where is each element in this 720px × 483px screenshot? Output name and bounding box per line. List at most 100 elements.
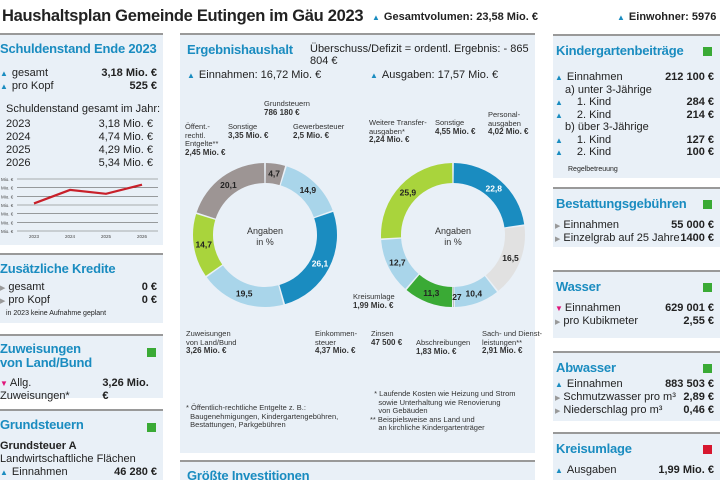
footnote-right: * Laufende Kosten wie Heizung und Strom … [370,390,516,433]
segment-value-label: 12,7 [389,257,406,267]
callout-amount: 2,91 Mio. € [482,347,542,356]
row-label: ▲gesamt [0,67,48,80]
row-value: 1400 € [680,232,714,246]
panel-ergebnishaushalt: Ergebnishaushalt Überschuss/Defizit = or… [180,33,535,453]
row-label: ▲pro Kopf [0,80,54,93]
residents: ▲Einwohner: 5976 [617,11,716,23]
x-tick-label: 2025 [101,234,112,239]
total-volume: ▲Gesamtvolumen: 23,58 Mio. € [372,11,538,23]
row-label: ▶pro Kopf [0,294,50,308]
row-value: 46 280 € [114,466,157,479]
row-label-text: Einnahmen [567,71,623,83]
up-triangle-icon: ▲ [617,13,625,22]
callout-name: Abschreibungen [416,338,470,347]
neutral-triangle-icon: ▶ [555,395,560,402]
up-triangle-icon: ▲ [0,82,8,91]
segment-value-label: 14,9 [300,185,317,195]
panel-title: Größte Investitionen [187,468,309,483]
row-label: ▶pro Kubikmeter [555,315,638,329]
row-label-text: gesamt [8,281,44,293]
segment-value-label: 19,5 [236,288,253,298]
x-tick-label: 2023 [29,234,40,239]
x-tick-label: 2024 [65,234,76,239]
year: 2024 [6,131,30,144]
row-value: 1,99 Mio. € [658,464,714,477]
callout-name: Zinsen [371,329,394,338]
row-label-text: pro Kubikmeter [563,315,638,327]
callout-name: Sach- und Dienst- leistungen** [482,329,542,347]
data-row: ▲ Einnahmen 46 280 € [0,466,157,479]
row-value: 214 € [686,109,714,122]
segment-value-label: 25,9 [400,187,417,197]
panel-title: Wasser [556,279,601,294]
callout-name: Sonstige [228,122,257,131]
segment-value-label: 16,5 [502,253,519,263]
neutral-triangle-icon: ▶ [0,298,5,305]
row-label-text: 1. Kind [577,134,611,146]
up-triangle-icon: ▲ [555,73,563,82]
panel-title: Kindergartenbeiträge [556,43,683,58]
years-subtitle: Schuldenstand gesamt im Jahr: [6,103,160,115]
callout-name: Öffent.- rechtl. Entgelte** [185,122,218,148]
footnote-left: * Öffentlich-rechtliche Entgelte z. B.: … [186,404,338,430]
row-label-text: a) unter 3-Jährige [565,84,652,96]
up-triangle-icon: ▲ [0,69,8,78]
callout-name: Personal- ausgaben [488,110,521,128]
debt-line-chart: Mio. €Mio. €Mio. €Mio. €Mio. €Mio. €Mio.… [0,175,160,241]
panel-title: Schuldenstand Ende 2023 [0,41,157,56]
data-row: ▲Ausgaben 1,99 Mio. € [555,464,714,477]
callout-name: Weitere Transfer- ausgaben* [369,118,427,136]
callout-amount: 3,35 Mio. € [228,132,268,141]
row-label: ▲2. Kind [555,109,611,122]
callout-amount: 4,02 Mio. € [488,128,528,137]
callout-amount: 786 180 € [264,109,310,118]
status-good-icon [703,200,712,209]
year: 2026 [6,157,30,170]
row-label-text: Ausgaben [567,464,617,476]
donut-segment [454,163,525,227]
row-label-text: Einnahmen [12,466,68,478]
data-row: ▼Allg. Zuweisungen*3,26 Mio. € [0,377,157,403]
row-label: ▼Allg. Zuweisungen* [0,377,102,403]
callout-amount: 2,24 Mio. € [369,136,427,145]
title-line-2: von Land/Bund [0,355,92,370]
neutral-triangle-icon: ▶ [555,223,560,230]
row-label: ▲Ausgaben [555,464,616,477]
panel-title: Abwasser [556,360,616,375]
panel-investitionen: Größte Investitionen [180,460,535,480]
row-value: 0 € [142,294,157,308]
row-label: ▶Niederschlag pro m³ [555,404,662,418]
callout-name: Einkommen- steuer [315,329,357,347]
y-tick-label: Mio. € [1,220,14,225]
row-label: ▶gesamt [0,281,44,295]
up-triangle-icon: ▲ [0,468,8,477]
callout-amount: 2,45 Mio. € [185,149,225,158]
y-tick-label: Mio. € [1,186,14,191]
row-value: 629 001 € [665,302,714,315]
row-label-text: Einnahmen [563,219,619,231]
row-label: ▲Einnahmen [555,378,623,391]
kredite-note: in 2023 keine Aufnahme geplant [6,310,106,317]
row-value: 0,46 € [683,404,714,418]
segment-value-label: 26,1 [312,259,329,269]
